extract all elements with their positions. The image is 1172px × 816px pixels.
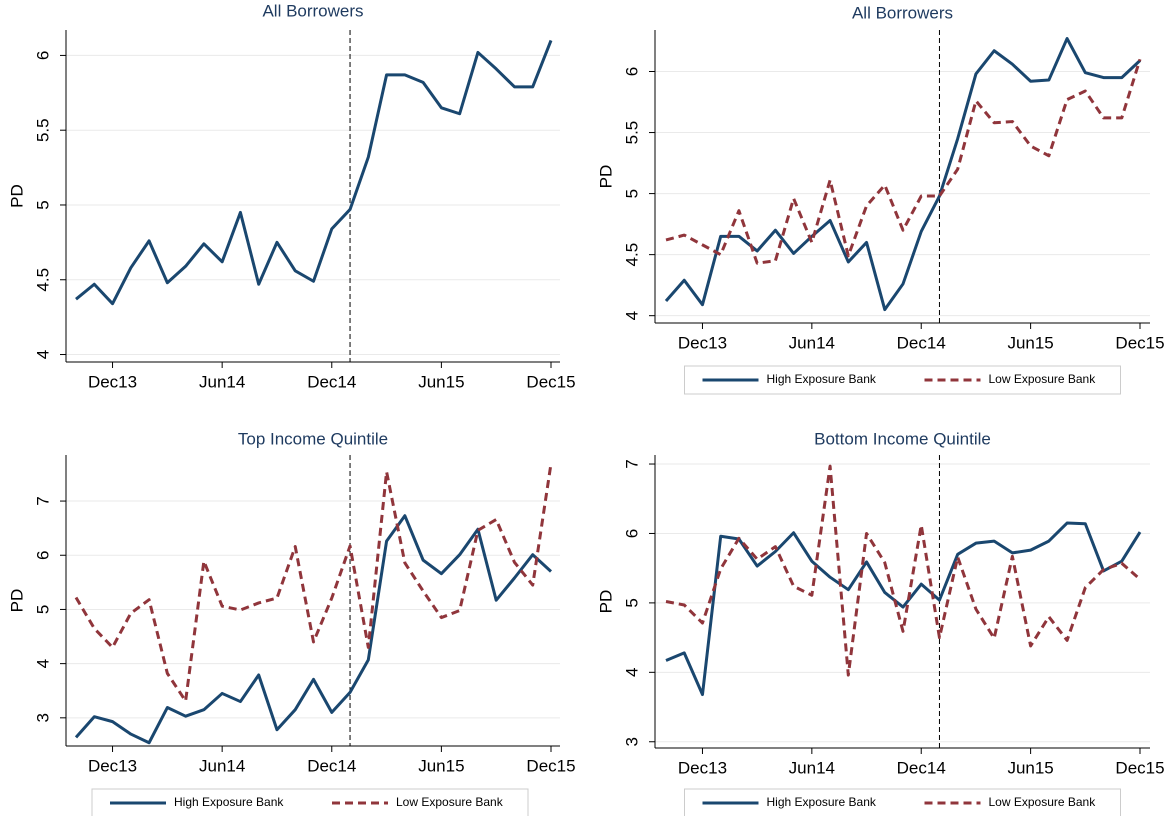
y-tick-label: 6 <box>33 51 52 60</box>
x-tick-label: Jun15 <box>1007 758 1053 777</box>
y-tick-label: 7 <box>33 496 52 505</box>
x-tick-label: Jun14 <box>199 372 245 391</box>
y-tick-label: 4.5 <box>622 243 641 267</box>
legend-label: Low Exposure Bank <box>396 795 504 809</box>
legend-label: Low Exposure Bank <box>989 372 1097 386</box>
y-tick-label: 4 <box>33 350 52 359</box>
legend-box <box>684 365 1121 395</box>
x-tick-label: Jun14 <box>789 333 835 352</box>
y-tick-label: 5.5 <box>33 118 52 142</box>
chart-title: All Borrowers <box>262 1 363 20</box>
data-line <box>74 463 553 703</box>
chart-panel: All Borrowers PD 4 4.5 5 5.5 6 Dec13 Jun14 Dec14 J… <box>7 1 575 391</box>
y-axis-label: PD <box>596 590 615 614</box>
y-tick-label: 7 <box>622 459 641 468</box>
x-tick-label: Dec13 <box>678 333 727 352</box>
x-tick-label: Dec13 <box>88 372 137 391</box>
x-tick-label: Jun14 <box>199 756 245 775</box>
y-tick-label: 5 <box>33 200 52 209</box>
x-tick-label: Dec14 <box>897 333 946 352</box>
x-tick-label: Dec13 <box>678 758 727 777</box>
y-tick-label: 4 <box>622 311 641 320</box>
legend-label: Low Exposure Bank <box>989 795 1097 809</box>
y-tick-label: 4.5 <box>33 268 52 292</box>
y-tick-label: 5.5 <box>622 121 641 145</box>
y-tick-label: 4 <box>622 668 641 677</box>
x-tick-label: Jun15 <box>418 756 464 775</box>
y-tick-label: 5 <box>622 598 641 607</box>
y-tick-label: 6 <box>33 551 52 560</box>
y-tick-label: 5 <box>622 189 641 198</box>
y-axis-label: PD <box>596 165 615 189</box>
x-tick-label: Jun15 <box>418 372 464 391</box>
data-line <box>74 514 553 745</box>
y-tick-label: 5 <box>33 605 52 614</box>
chart-title: Top Income Quintile <box>238 429 388 448</box>
data-line <box>75 39 553 306</box>
data-line <box>665 58 1142 265</box>
x-tick-label: Dec15 <box>526 372 575 391</box>
y-tick-label: 3 <box>622 737 641 746</box>
x-tick-label: Jun15 <box>1007 333 1053 352</box>
y-axis-label: PD <box>7 184 26 208</box>
chart-panel: All Borrowers PD 4 4.5 5 5.5 6 Dec13 Jun14 Dec14 J… <box>596 3 1165 395</box>
y-axis-label: PD <box>7 589 26 613</box>
data-line <box>665 521 1142 697</box>
y-tick-label: 3 <box>33 713 52 722</box>
y-tick-label: 6 <box>622 67 641 76</box>
chart-panel: Bottom Income Quintile PD 3 4 5 6 7 Dec13 Jun14 D… <box>596 429 1165 816</box>
legend-label: High Exposure Bank <box>174 795 284 809</box>
chart-title: Bottom Income Quintile <box>814 429 991 448</box>
y-tick-label: 4 <box>33 659 52 668</box>
data-line <box>664 37 1142 312</box>
x-tick-label: Dec13 <box>88 756 137 775</box>
chart-title: All Borrowers <box>852 3 953 22</box>
y-tick-label: 6 <box>622 529 641 538</box>
chart-panel: Top Income Quintile PD 3 4 5 6 7 Dec13 Jun14 Dec1… <box>7 429 576 816</box>
x-tick-label: Dec14 <box>897 758 946 777</box>
x-tick-label: Dec15 <box>1115 758 1164 777</box>
data-line <box>665 464 1141 677</box>
x-tick-label: Dec15 <box>526 756 575 775</box>
x-tick-label: Dec15 <box>1115 333 1164 352</box>
legend-label: High Exposure Bank <box>767 795 877 809</box>
legend-label: High Exposure Bank <box>767 372 877 386</box>
x-tick-label: Dec14 <box>307 756 356 775</box>
x-tick-label: Dec14 <box>307 372 356 391</box>
x-tick-label: Jun14 <box>789 758 835 777</box>
